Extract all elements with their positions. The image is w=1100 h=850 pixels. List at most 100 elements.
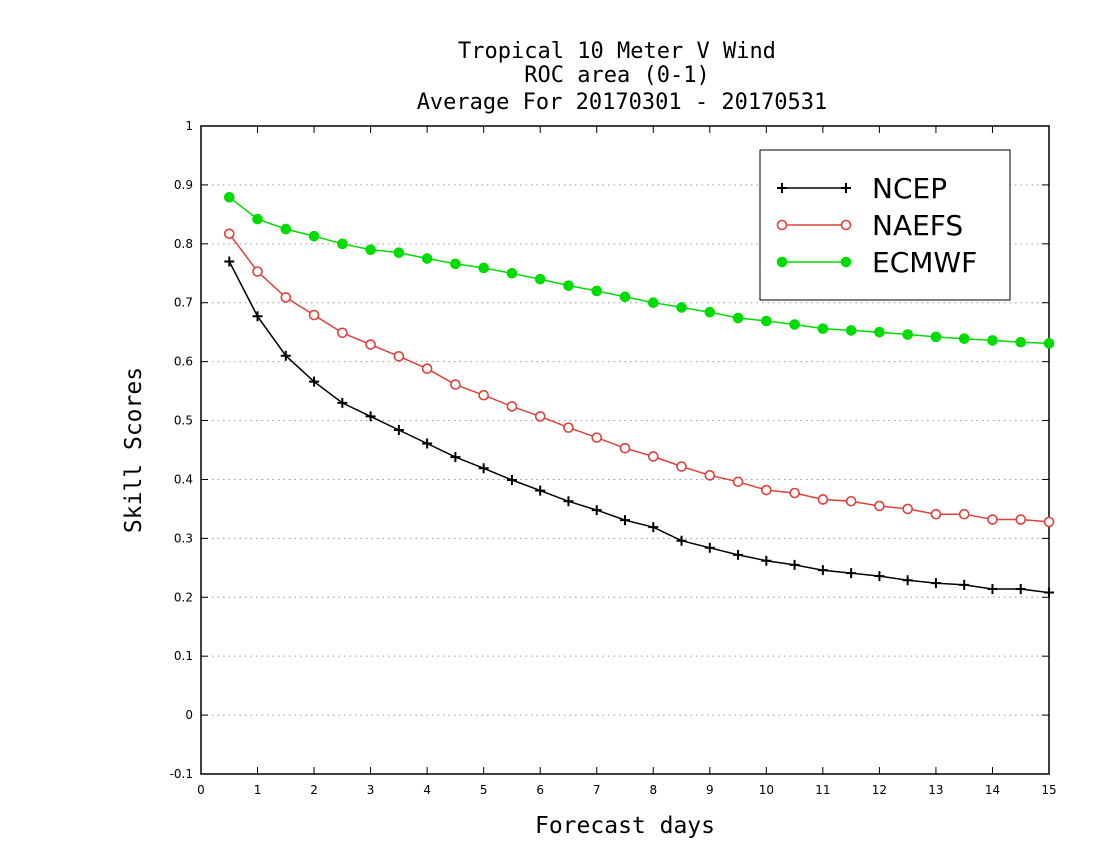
ecmwf-point — [845, 325, 857, 336]
ncep-point — [959, 579, 970, 590]
naefs-point — [393, 351, 405, 362]
y-tick-label: 0.3 — [174, 531, 193, 545]
ecmwf-point — [704, 306, 716, 318]
legend-label-ncep: NCEP — [872, 172, 947, 205]
naefs-point — [676, 461, 687, 472]
naefs-point — [987, 514, 998, 525]
naefs-point — [534, 411, 546, 422]
x-axis-label: Forecast days — [535, 813, 715, 839]
ncep-point — [280, 350, 291, 361]
ncep-point — [563, 496, 574, 507]
x-tick-label: 15 — [1041, 783, 1056, 797]
ncep-point — [224, 256, 235, 267]
ncep-point — [365, 411, 376, 422]
y-tick-label: 0.8 — [174, 237, 193, 251]
naefs-point — [874, 500, 885, 512]
ecmwf-point — [421, 253, 433, 264]
x-tick-label: 7 — [593, 783, 601, 797]
y-tick-label: -0.1 — [170, 767, 193, 781]
y-tick-label: 1 — [185, 119, 193, 133]
ecmwf-point — [647, 297, 659, 309]
ecmwf-point — [506, 267, 518, 279]
ncep-point — [422, 438, 433, 449]
x-tick-label: 13 — [928, 783, 943, 797]
ncep-point — [789, 559, 800, 570]
naefs-point — [280, 292, 292, 303]
ecmwf-point — [958, 333, 970, 344]
chart-title-line-1: Tropical 10 Meter V Wind — [458, 39, 776, 64]
naefs-point — [845, 495, 857, 507]
ecmwf-point — [223, 191, 235, 203]
ecmwf-point — [902, 329, 913, 340]
ecmwf-point — [732, 312, 744, 324]
ecmwf-point — [761, 315, 772, 327]
naefs-point — [930, 508, 942, 520]
ncep-point — [393, 424, 404, 435]
naefs-point — [1015, 514, 1027, 525]
y-tick-label: 0.5 — [174, 414, 193, 428]
naefs-point — [421, 363, 433, 375]
naefs-point — [223, 228, 235, 240]
x-axis-ticks: 0 1 2 3 4 5 6 7 8 9 10 11 12 13 14 15 — [197, 126, 1057, 797]
ecmwf-point — [252, 213, 263, 225]
legend-marker-ncep — [841, 183, 851, 193]
ncep-point — [252, 311, 263, 322]
naefs-point — [902, 503, 913, 515]
naefs-point — [450, 379, 461, 390]
ncep-line — [228, 261, 1050, 594]
legend-label-ecmwf: ECMWF — [872, 246, 977, 279]
ncep-point — [733, 549, 744, 560]
ncep-point — [450, 452, 461, 463]
x-tick-label: 14 — [985, 783, 1000, 797]
ecmwf-point — [874, 326, 885, 338]
ecmwf-point — [591, 285, 603, 297]
naefs-point — [1043, 516, 1055, 528]
x-tick-label: 2 — [310, 783, 318, 797]
ncep-point — [874, 571, 885, 582]
ncep-point — [337, 397, 348, 408]
ecmwf-point — [987, 335, 998, 346]
y-axis-label: Skill Scores — [121, 367, 147, 533]
ncep-point — [1044, 587, 1054, 598]
ecmwf-point — [450, 258, 461, 270]
legend-marker-naefs — [840, 219, 852, 231]
y-tick-label: 0.6 — [174, 355, 193, 369]
ncep-point — [704, 542, 715, 553]
x-tick-label: 0 — [197, 783, 205, 797]
ncep-point — [987, 584, 998, 595]
ecmwf-point — [1043, 338, 1055, 349]
legend-marker-naefs — [776, 219, 788, 231]
series-naefs — [223, 228, 1055, 528]
ncep-point — [902, 575, 913, 586]
x-tick-label: 6 — [536, 783, 544, 797]
ncep-point — [846, 568, 857, 579]
ncep-point — [535, 485, 546, 496]
ecmwf-point — [534, 273, 546, 285]
ecmwf-point — [817, 323, 829, 334]
legend-item-ncep: NCEP — [777, 172, 947, 205]
naefs-point — [563, 422, 574, 433]
chart-title: Tropical 10 Meter V Wind ROC area (0-1) … — [417, 39, 828, 115]
chart-title-line-3: Average For 20170301 - 20170531 — [417, 90, 828, 115]
naefs-point — [308, 309, 320, 321]
naefs-point — [365, 339, 376, 350]
x-tick-label: 10 — [759, 783, 774, 797]
legend-label-naefs: NAEFS — [872, 209, 963, 242]
ncep-point — [620, 515, 630, 526]
ncep-point — [309, 376, 320, 387]
ecmwf-point — [308, 230, 320, 242]
ecmwf-point — [393, 247, 405, 258]
naefs-point — [478, 389, 489, 401]
x-tick-label: 9 — [706, 783, 714, 797]
ncep-point — [676, 535, 687, 546]
ncep-point — [761, 555, 772, 566]
y-axis-ticks: -0.1 0 0.1 0.2 0.3 0.4 0.5 0.6 0.7 0.8 0.9 1 — [170, 119, 1049, 781]
ncep-point — [930, 578, 941, 589]
series-layer — [223, 191, 1055, 598]
x-tick-label: 5 — [480, 783, 488, 797]
y-tick-label: 0 — [185, 708, 193, 722]
legend-marker-ncep — [777, 183, 787, 193]
y-tick-label: 0.7 — [174, 296, 193, 310]
naefs-point — [789, 487, 800, 499]
